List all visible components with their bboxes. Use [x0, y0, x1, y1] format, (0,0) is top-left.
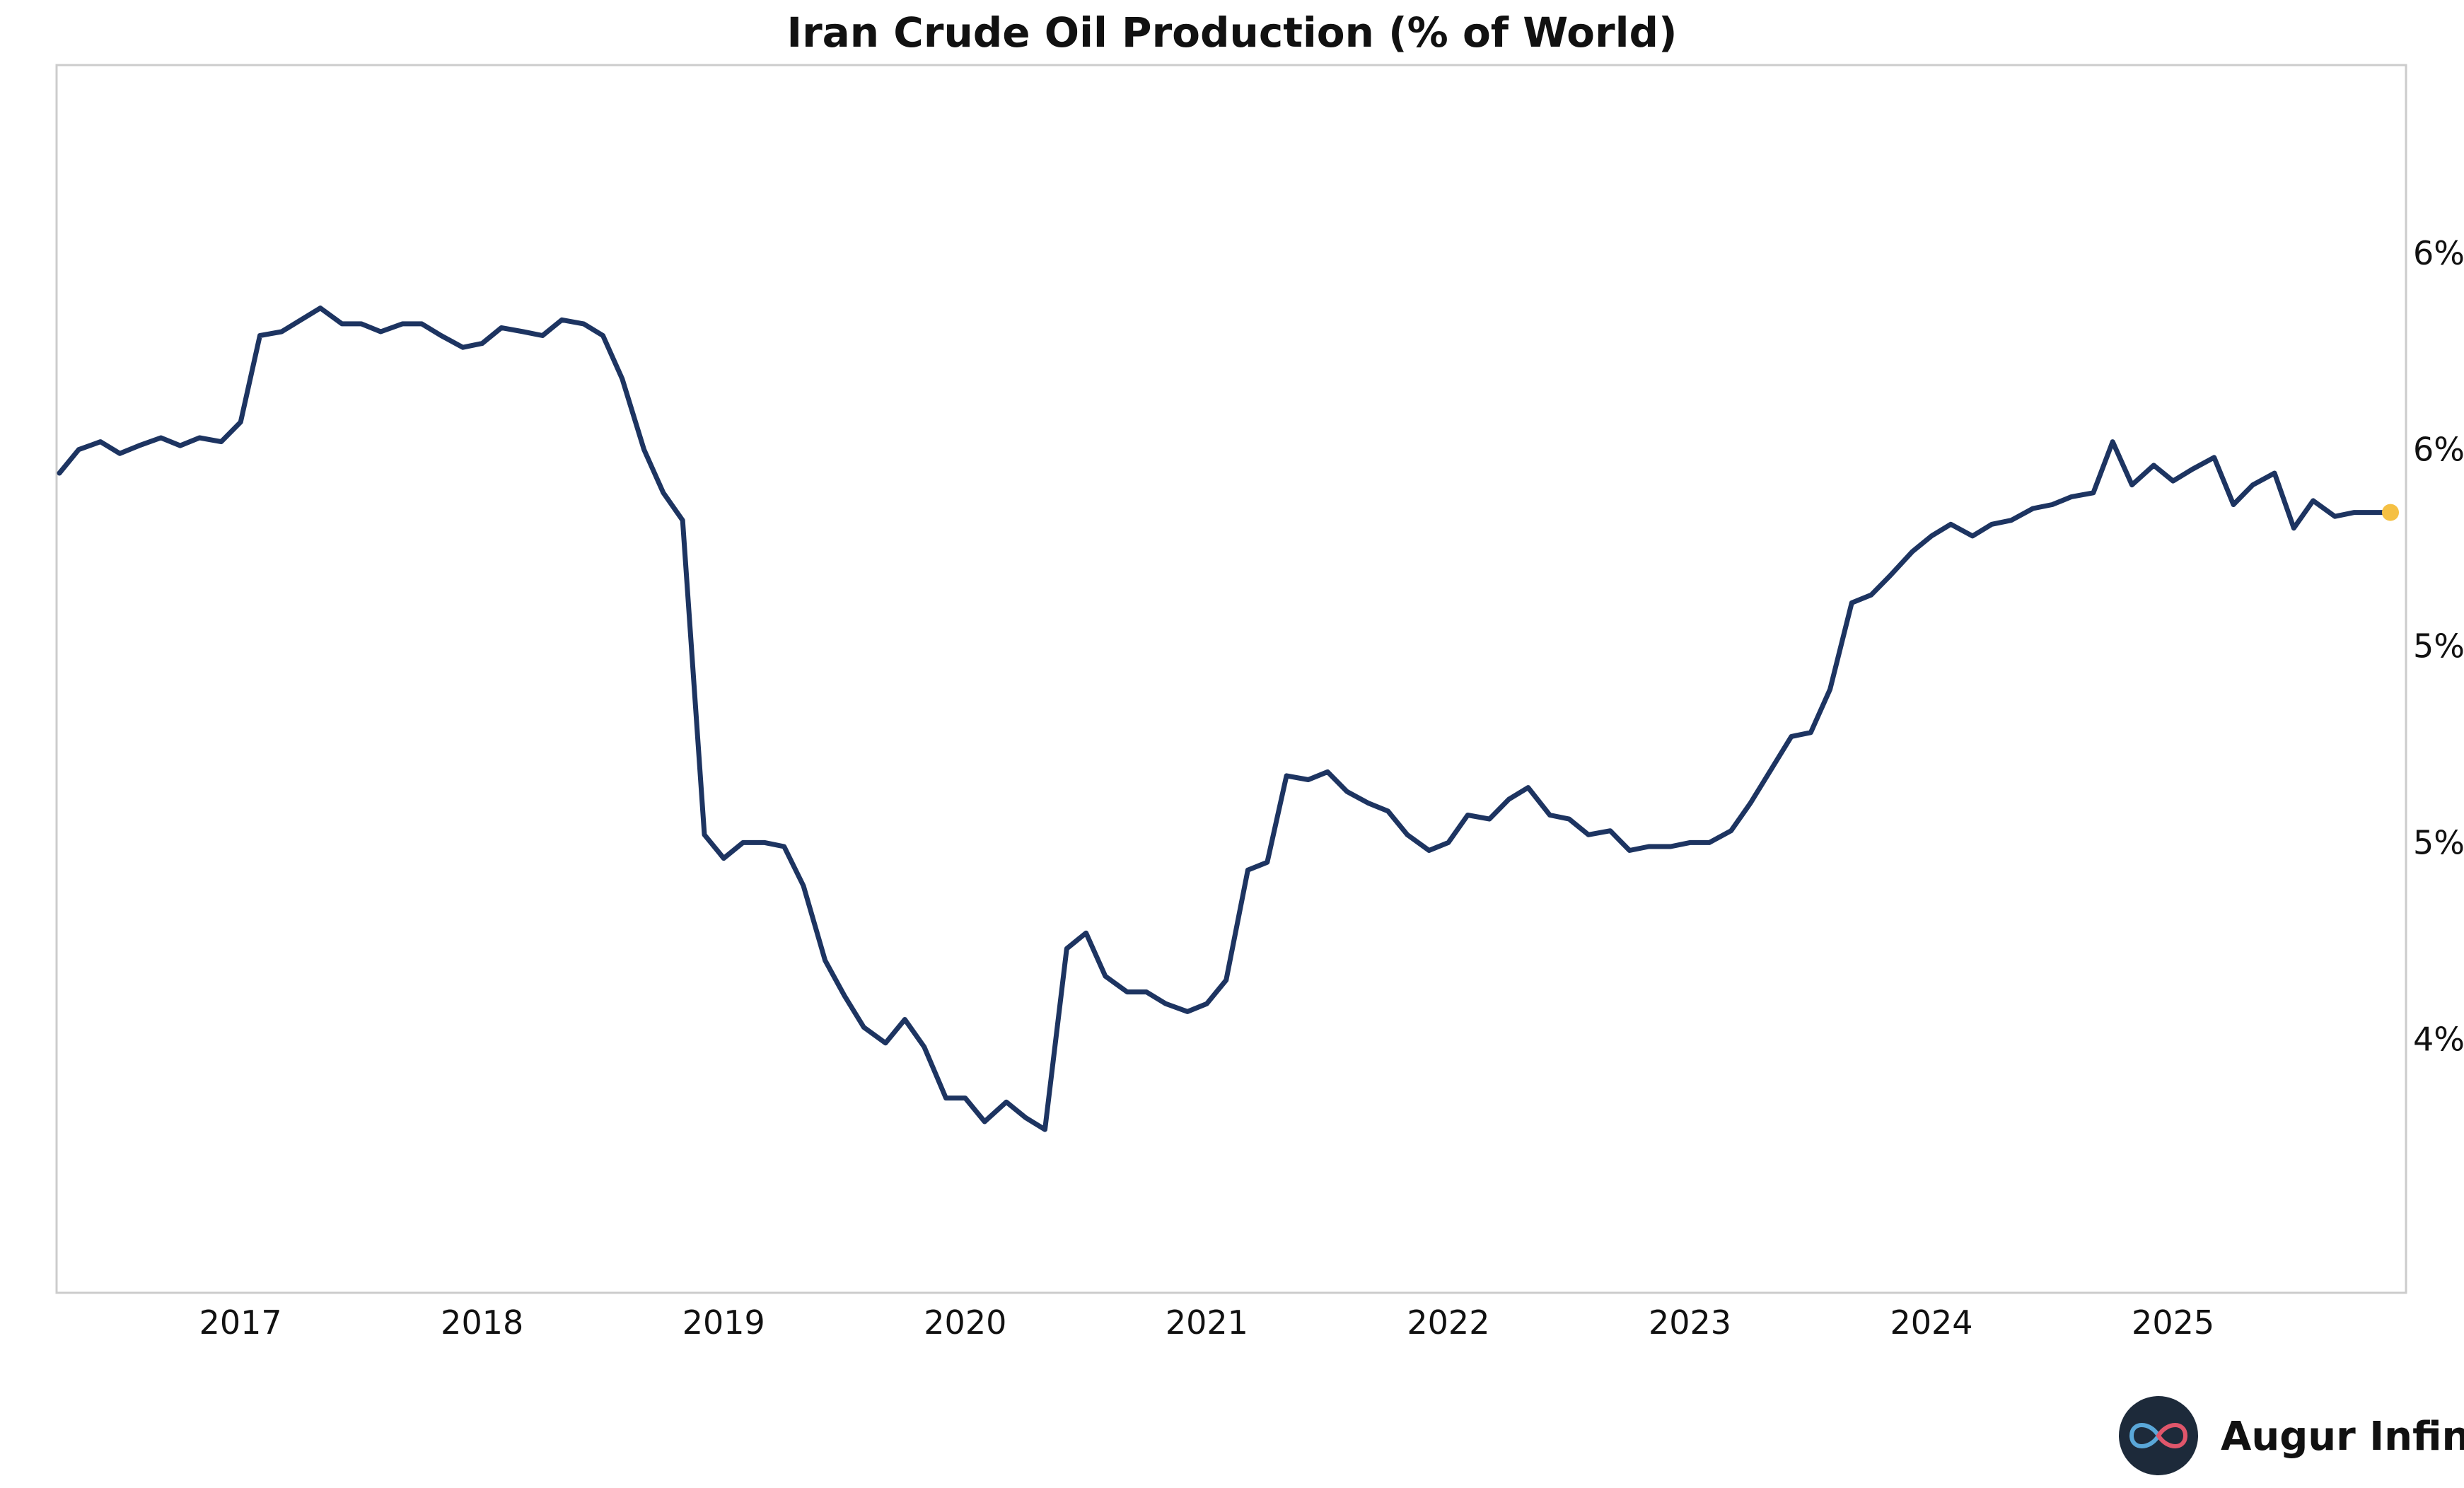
x-tick-label: 2021 [1166, 1303, 1248, 1342]
infinity-logo-glyph [2129, 1423, 2161, 1448]
brand-logo: Augur Infinity [2119, 1396, 2464, 1475]
x-tick-label: 2017 [199, 1303, 282, 1342]
x-axis-tick-labels: 2017 2018 2019 2020 2021 2022 2023 2024 2025 [199, 1303, 2215, 1342]
x-tick-label: 2022 [1407, 1303, 1489, 1342]
x-tick-label: 2025 [2132, 1303, 2214, 1342]
y-tick-label: 4% [2413, 1020, 2464, 1058]
x-tick-label: 2023 [1649, 1303, 1731, 1342]
infinity-logo-glyph [2156, 1423, 2188, 1448]
last-point-marker [2382, 504, 2399, 521]
y-axis-tick-labels: 4% 5% 5% 6% 6% [2413, 234, 2464, 1058]
x-tick-label: 2019 [682, 1303, 765, 1342]
y-tick-label: 5% [2413, 627, 2464, 665]
x-tick-label: 2020 [924, 1303, 1006, 1342]
y-tick-label: 5% [2413, 823, 2464, 861]
x-tick-label: 2024 [1890, 1303, 1973, 1342]
series-line [57, 306, 2393, 1132]
plot-frame [55, 64, 2407, 1294]
y-tick-label: 6% [2413, 234, 2464, 272]
brand-name: Augur Infinity [2221, 1414, 2464, 1460]
y-tick-label: 6% [2413, 431, 2464, 469]
chart-title: Iran Crude Oil Production (% of World) [786, 8, 1677, 57]
x-tick-label: 2018 [441, 1303, 523, 1342]
